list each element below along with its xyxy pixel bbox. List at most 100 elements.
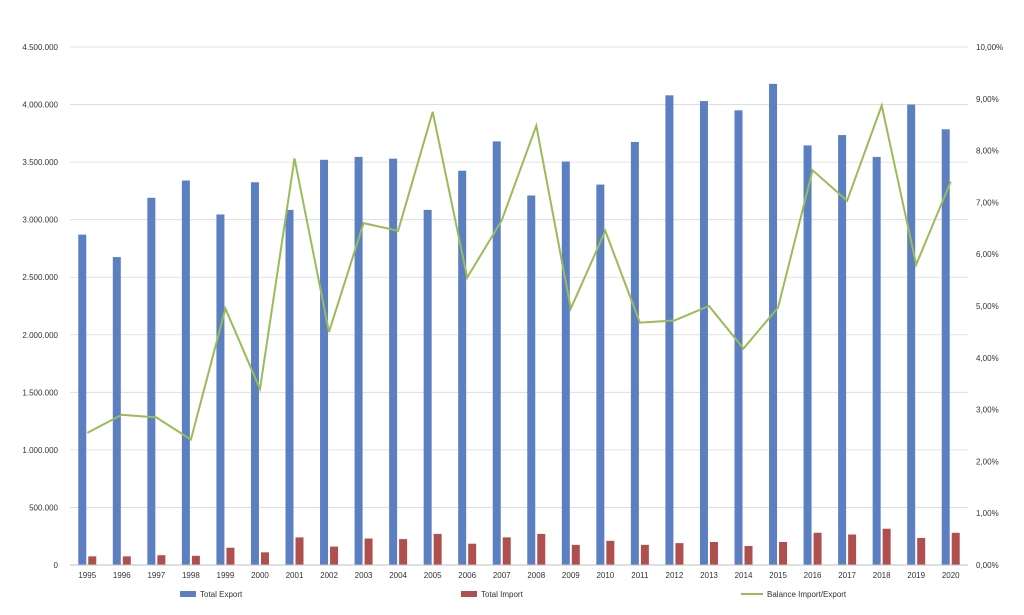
- bar-total-import: [571, 544, 580, 565]
- legend-swatch-total-export: [180, 591, 196, 597]
- bar-total-import: [502, 537, 511, 565]
- x-tick-label: 2018: [873, 571, 891, 580]
- x-axis: 1995 1996 1997 1998 1999 2000 2001 2002 2003 2004…: [70, 564, 968, 580]
- bar-total-export: [250, 182, 259, 565]
- bar-total-export: [665, 95, 674, 565]
- x-tick-label: 2005: [424, 571, 442, 580]
- bar-total-import: [191, 555, 200, 565]
- x-tick-label: 2014: [735, 571, 753, 580]
- bar-total-export: [458, 170, 467, 565]
- left-tick-label: 0: [54, 561, 59, 570]
- x-tick-label: 1998: [182, 571, 200, 580]
- left-tick-label: 4.500.000: [22, 43, 58, 52]
- bar-total-export: [699, 101, 708, 565]
- bar-total-import: [88, 556, 97, 565]
- x-tick-label: 2010: [596, 571, 614, 580]
- bars: [78, 83, 960, 566]
- bar-total-export: [527, 195, 536, 565]
- legend-swatch-total-import: [461, 591, 477, 597]
- bar-total-import: [848, 534, 857, 565]
- bar-total-import: [606, 540, 615, 565]
- bar-total-export: [181, 180, 190, 566]
- bar-total-import: [364, 538, 373, 565]
- bar-total-export: [630, 141, 639, 565]
- bar-total-import: [917, 537, 926, 565]
- left-tick-label: 1.000.000: [22, 446, 58, 455]
- bar-total-export: [596, 184, 605, 565]
- bar-total-export: [78, 234, 87, 565]
- bar-total-export: [734, 110, 743, 566]
- legend: Total Export Total Import Balance Import/E…: [180, 590, 847, 599]
- bar-total-import: [744, 546, 753, 565]
- right-tick-label: 4,00%: [976, 354, 999, 363]
- right-tick-label: 8,00%: [976, 147, 999, 156]
- left-tick-label: 1.500.000: [22, 388, 58, 397]
- bar-total-export: [389, 158, 398, 565]
- bar-total-export: [423, 209, 432, 566]
- left-tick-label: 3.000.000: [22, 216, 58, 225]
- bar-total-import: [226, 547, 235, 565]
- right-tick-label: 9,00%: [976, 95, 999, 104]
- x-tick-label: 2012: [666, 571, 684, 580]
- x-tick-label: 2002: [320, 571, 338, 580]
- gridlines: [70, 46, 968, 566]
- x-tick-label: 2008: [527, 571, 545, 580]
- bar-total-import: [433, 533, 442, 565]
- x-tick-label: 1996: [113, 571, 131, 580]
- bar-total-import: [675, 543, 684, 565]
- bar-total-export: [838, 135, 847, 565]
- right-tick-label: 0,00%: [976, 561, 999, 570]
- bar-total-export: [285, 209, 294, 566]
- left-tick-label: 3.500.000: [22, 158, 58, 167]
- left-tick-label: 500.000: [29, 503, 58, 512]
- bar-total-import: [399, 539, 408, 565]
- bar-total-import: [882, 528, 891, 565]
- bar-total-import: [813, 532, 822, 565]
- left-tick-label: 2.000.000: [22, 331, 58, 340]
- right-tick-label: 10,00%: [976, 43, 1003, 52]
- bar-total-export: [320, 159, 329, 565]
- right-tick-label: 3,00%: [976, 406, 999, 415]
- bar-total-export: [907, 104, 916, 566]
- x-tick-label: 2015: [769, 571, 787, 580]
- bar-total-import: [709, 541, 718, 565]
- bar-total-import: [640, 544, 649, 565]
- right-tick-label: 6,00%: [976, 250, 999, 259]
- x-tick-label: 2011: [631, 571, 649, 580]
- x-tick-label: 2001: [286, 571, 304, 580]
- x-tick-label: 2007: [493, 571, 511, 580]
- right-tick-label: 1,00%: [976, 509, 999, 518]
- bar-total-export: [941, 129, 950, 565]
- x-tick-label: 1997: [147, 571, 165, 580]
- right-tick-label: 2,00%: [976, 457, 999, 466]
- bar-total-import: [330, 546, 339, 565]
- x-tick-label: 2003: [355, 571, 373, 580]
- x-tick-label: 2000: [251, 571, 269, 580]
- bar-total-import: [779, 541, 788, 565]
- x-tick-label: 2020: [942, 571, 960, 580]
- x-tick-label: 2019: [907, 571, 925, 580]
- bar-total-import: [260, 552, 269, 565]
- bar-total-export: [561, 161, 570, 565]
- bar-total-import: [295, 537, 304, 565]
- legend-label-total-import: Total Import: [481, 590, 524, 599]
- x-tick-label: 2006: [458, 571, 476, 580]
- legend-label-total-export: Total Export: [200, 590, 243, 599]
- bar-total-export: [216, 214, 225, 565]
- bar-total-import: [122, 556, 131, 565]
- bar-total-import: [468, 543, 477, 565]
- bar-total-export: [112, 257, 121, 565]
- bar-total-import: [157, 555, 166, 565]
- bar-total-import: [537, 533, 546, 565]
- bar-total-export: [354, 156, 363, 566]
- left-axis: 0 500.000 1.000.000 1.500.000 2.000.000 2.500…: [22, 43, 58, 570]
- legend-label-balance: Balance Import/Export: [767, 590, 847, 599]
- bar-total-export: [492, 141, 501, 565]
- bar-total-export: [147, 197, 156, 565]
- x-tick-label: 2017: [838, 571, 856, 580]
- bar-total-import: [951, 532, 960, 565]
- line-balance-import-export: [86, 101, 952, 442]
- x-tick-label: 2016: [804, 571, 822, 580]
- x-tick-label: 2009: [562, 571, 580, 580]
